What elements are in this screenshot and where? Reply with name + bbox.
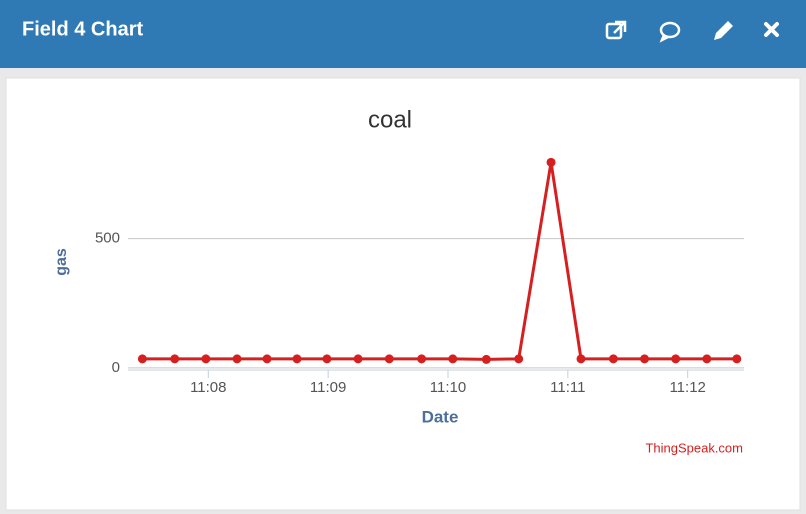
close-icon[interactable] <box>764 22 779 37</box>
data-point <box>702 354 712 364</box>
data-point <box>732 354 742 364</box>
x-tick-label: 11:11 <box>550 379 585 396</box>
data-point <box>448 354 458 364</box>
credit: ThingSpeak.com <box>645 440 743 455</box>
data-point <box>576 354 586 364</box>
data-point <box>417 354 427 364</box>
data-point <box>514 354 524 364</box>
data-point <box>384 354 394 364</box>
data-point <box>232 354 242 364</box>
data-point <box>671 354 681 364</box>
x-tick-label: 11:10 <box>430 379 466 396</box>
x-axis-label: Date <box>422 407 459 426</box>
x-tick-label: 11:08 <box>190 379 226 396</box>
chart-panel <box>5 77 801 511</box>
data-point <box>640 354 650 364</box>
data-point <box>137 354 147 364</box>
comment-icon[interactable] <box>659 21 681 43</box>
data-point <box>262 354 272 364</box>
data-point <box>322 354 332 364</box>
open-icon[interactable] <box>605 20 627 40</box>
data-point <box>608 354 618 364</box>
header-title: Field 4 Chart <box>22 18 143 40</box>
y-axis-label: gas <box>53 248 70 276</box>
y-tick-label: 0 <box>112 359 120 376</box>
data-line <box>142 162 737 361</box>
data-point <box>481 354 491 364</box>
x-tick-label: 11:09 <box>310 379 346 396</box>
data-point <box>170 354 180 364</box>
x-tick-label: 11:12 <box>669 379 705 396</box>
data-point <box>201 354 211 364</box>
data-point <box>546 157 556 167</box>
y-tick-label: 500 <box>95 230 120 247</box>
data-point <box>292 354 302 364</box>
header-bar <box>0 0 806 68</box>
data-point <box>353 354 363 364</box>
edit-icon[interactable] <box>714 21 733 40</box>
chart-title: coal <box>368 106 412 133</box>
